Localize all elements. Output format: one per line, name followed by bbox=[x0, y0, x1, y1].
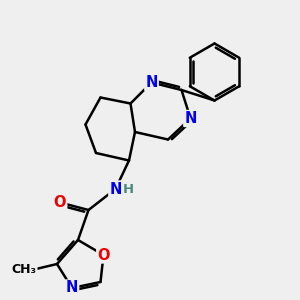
Text: N: N bbox=[145, 75, 158, 90]
Text: O: O bbox=[54, 195, 66, 210]
Text: N: N bbox=[184, 111, 197, 126]
Text: CH₃: CH₃ bbox=[11, 262, 37, 276]
Text: N: N bbox=[66, 280, 78, 296]
Text: H: H bbox=[122, 183, 134, 196]
Text: O: O bbox=[97, 248, 110, 262]
Text: N: N bbox=[109, 182, 122, 196]
